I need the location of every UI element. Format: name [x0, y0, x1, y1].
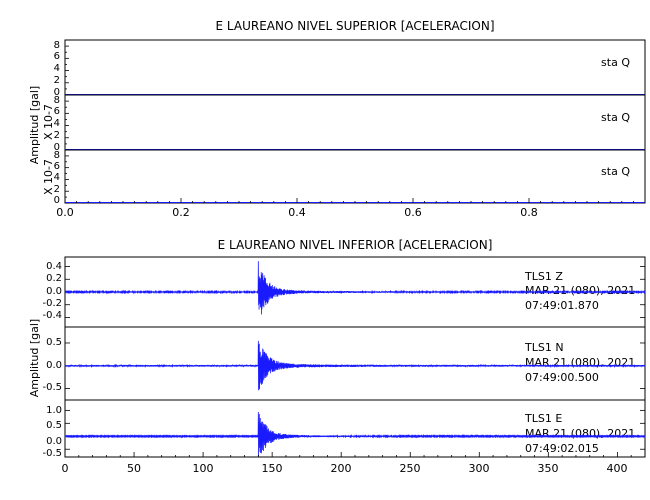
- bottom-panel-e-ytick-2: 0.5: [46, 420, 62, 431]
- bottom-title: E LAUREANO NIVEL INFERIOR [ACELERACION]: [218, 238, 493, 252]
- top-xtick-label-5: 0.8: [520, 206, 538, 219]
- bottom-xtick-label-8: 350: [538, 462, 559, 475]
- bottom-x-axis: 0 50 100 150 200 250 300 350 400: [62, 452, 646, 475]
- top-panel-1-frame: [64, 39, 646, 96]
- bottom-panel-e: 1.0 0.5 0.0 -0.5 TLS1 E MAR 21 (080), 20…: [42, 399, 646, 459]
- bottom-panel-e-ytick-3: 0.0: [46, 436, 62, 447]
- top-panel-3-ytick-3: 4: [54, 172, 60, 183]
- top-panel-1-ytick-5: 0: [54, 87, 60, 98]
- seismogram-trace: [64, 261, 646, 315]
- top-section: E LAUREANO NIVEL SUPERIOR [ACELERACION] …: [28, 19, 646, 219]
- bottom-panel-n-station: TLS1 N: [524, 341, 564, 354]
- top-panel-3-frame: [64, 149, 646, 204]
- top-panel-1-ytick-1: 8: [54, 40, 60, 51]
- top-ylabel: Amplitud [gal]: [28, 86, 41, 164]
- bottom-xtick-label-4: 150: [262, 462, 283, 475]
- bottom-xtick-label-6: 250: [400, 462, 421, 475]
- top-panel-2-label: sta Q: [601, 111, 630, 124]
- bottom-panel-z-ytick-2: 0.2: [46, 273, 62, 284]
- bottom-panel-n-ytick-1: 0.5: [46, 337, 62, 348]
- seismogram-trace: [64, 412, 646, 457]
- bottom-panel-z-ytick-4: -0.2: [42, 298, 62, 309]
- top-panel-2-frame: [64, 94, 646, 151]
- bottom-xtick-label-2: 50: [127, 462, 141, 475]
- top-xtick-label-1: 0.0: [56, 206, 74, 219]
- bottom-panel-e-station: TLS1 E: [524, 412, 562, 425]
- top-panel-3-label: sta Q: [601, 165, 630, 178]
- top-panel-2-ytick-1: 8: [54, 95, 60, 106]
- top-panel-3-ytick-5: 0: [54, 195, 60, 206]
- top-xtick-label-3: 0.4: [288, 206, 306, 219]
- bottom-panel-n-date: MAR 21 (080), 2021: [525, 356, 635, 369]
- bottom-section: E LAUREANO NIVEL INFERIOR [ACELERACION] …: [28, 238, 646, 475]
- top-panel-2-ytick-4: 2: [54, 130, 60, 141]
- bottom-ylabel: Amplitud [gal]: [28, 319, 41, 397]
- bottom-xtick-label-5: 200: [331, 462, 352, 475]
- bottom-xtick-label-7: 300: [469, 462, 490, 475]
- bottom-panel-e-date: MAR 21 (080), 2021: [525, 427, 635, 440]
- top-panel-1-ytick-2: 6: [54, 51, 60, 62]
- top-panel-3: X 10-7 8 6 4 2 0 sta Q: [42, 149, 646, 206]
- top-panel-2: X 10-7 8 6 4 2 0 sta Q: [42, 94, 646, 153]
- top-panel-2-ytick-2: 6: [54, 106, 60, 117]
- top-panel-3-ytick-4: 2: [54, 184, 60, 195]
- bottom-xtick-label-9: 400: [607, 462, 628, 475]
- bottom-panel-n-ytick-2: 0.0: [46, 360, 62, 371]
- top-panel-3-ytick-1: 8: [54, 150, 60, 161]
- bottom-panel-z-ytick-1: 0.4: [46, 261, 62, 272]
- bottom-panel-e-time: 07:49:02.015: [525, 442, 599, 455]
- top-title: E LAUREANO NIVEL SUPERIOR [ACELERACION]: [216, 19, 495, 33]
- bottom-panel-z-ytick-3: 0.0: [46, 286, 62, 297]
- top-panel-1-label: sta Q: [601, 56, 630, 69]
- top-panel-2-ytick-3: 4: [54, 118, 60, 129]
- bottom-xtick-label-1: 0: [62, 462, 69, 475]
- bottom-xtick-label-3: 100: [193, 462, 214, 475]
- top-xtick-label-2: 0.2: [172, 206, 190, 219]
- bottom-panel-e-ytick-4: -0.5: [42, 448, 62, 459]
- top-panel-3-scale: X 10-7: [42, 159, 55, 195]
- bottom-panel-n-ytick-3: -0.5: [42, 382, 62, 393]
- top-x-axis: 0.0 0.2 0.4 0.6 0.8: [56, 198, 646, 219]
- bottom-panel-z-time: 07:49:01.870: [525, 299, 599, 312]
- top-panel-1-ytick-3: 4: [54, 63, 60, 74]
- bottom-panel-z-date: MAR 21 (080), 2021: [525, 284, 635, 297]
- top-panel-3-ytick-2: 6: [54, 161, 60, 172]
- top-xtick-label-4: 0.6: [404, 206, 422, 219]
- bottom-panel-n: 0.5 0.0 -0.5 TLS1 N MAR 21 (080), 2021 0…: [42, 326, 646, 401]
- bottom-panel-n-time: 07:49:00.500: [525, 371, 599, 384]
- bottom-panel-z: 0.4 0.2 0.0 -0.2 -0.4 TLS1 Z MAR 21 (080…: [42, 256, 646, 328]
- seismogram-trace: [64, 340, 646, 391]
- bottom-panel-z-station: TLS1 Z: [524, 270, 563, 283]
- top-panel-2-ytick-5: 0: [54, 142, 60, 153]
- top-panel-2-scale: X 10-7: [42, 104, 55, 140]
- bottom-panel-z-ytick-5: -0.4: [42, 310, 62, 321]
- top-panel-1-ytick-4: 2: [54, 75, 60, 86]
- top-panel-1: 8 6 4 2 0 sta Q: [54, 39, 646, 98]
- bottom-panel-e-ytick-1: 1.0: [46, 405, 62, 416]
